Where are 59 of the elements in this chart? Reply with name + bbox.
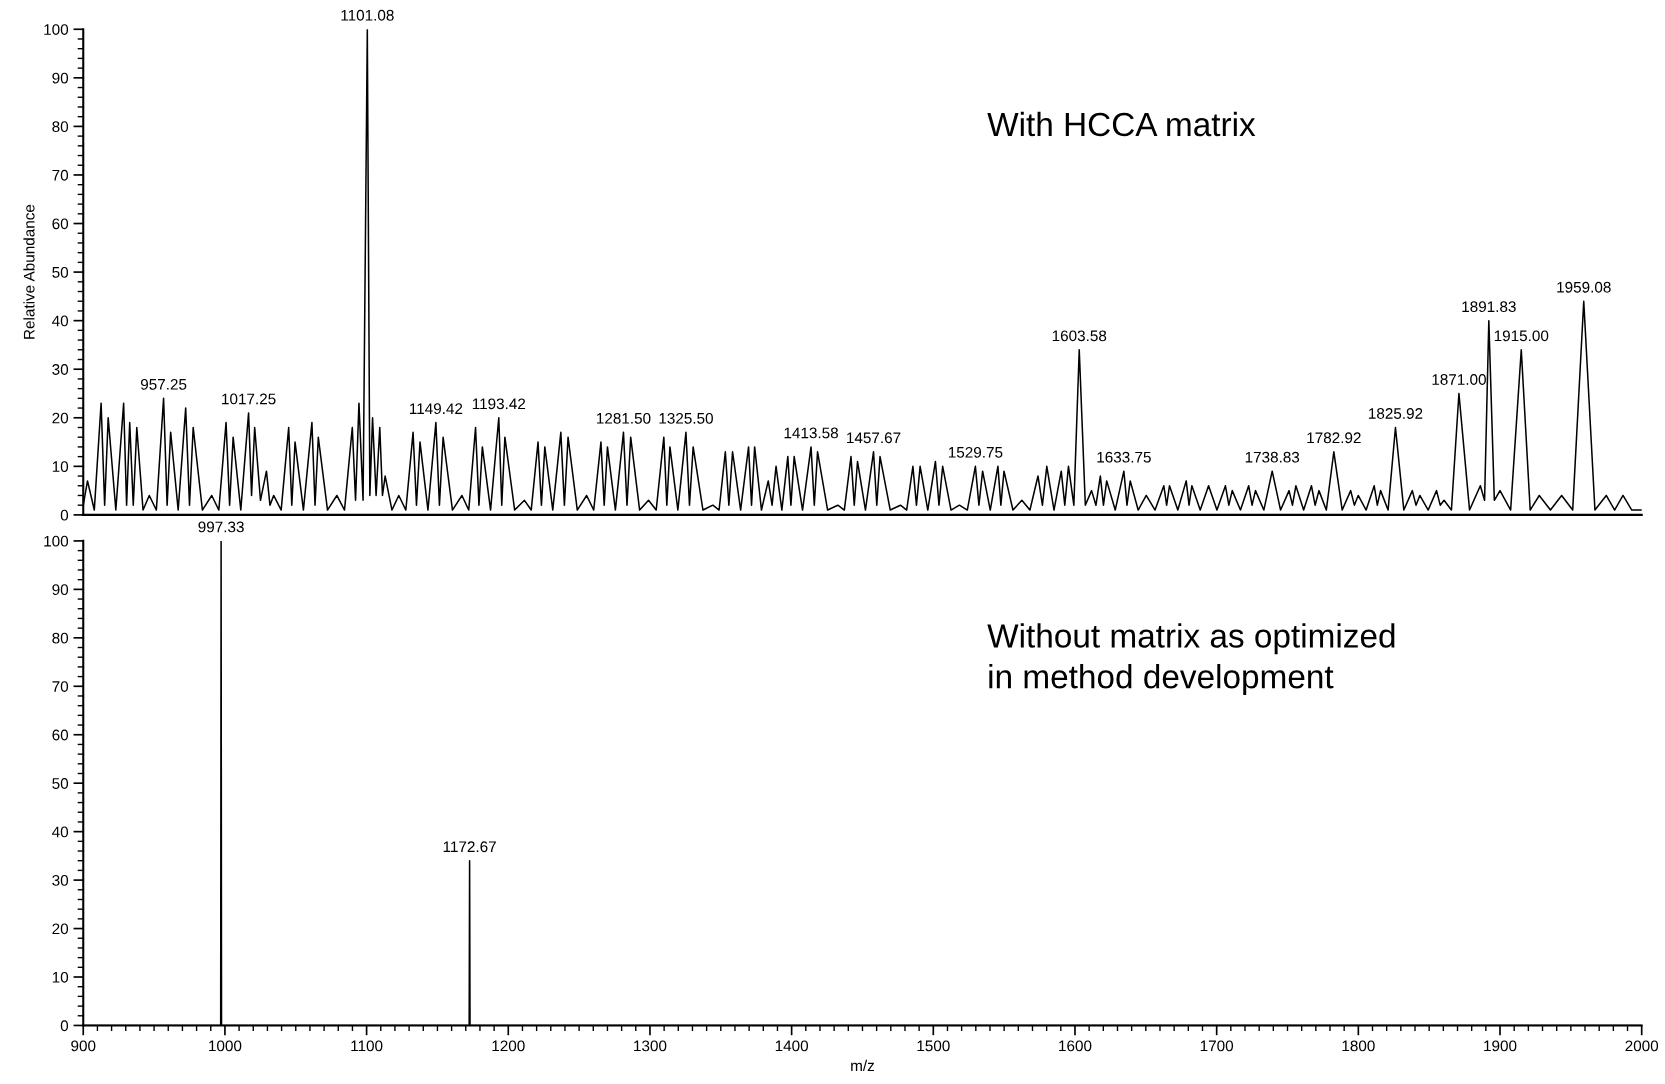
y-tick-label: 60 — [52, 218, 69, 230]
x-tick-label: 1400 — [775, 1040, 809, 1052]
y-tick-label: 50 — [52, 778, 69, 789]
y-tick-label: 0 — [60, 509, 69, 521]
y-tick-label: 80 — [52, 121, 69, 133]
x-tick-label: 900 — [71, 1040, 96, 1052]
x-tick-label: 1500 — [917, 1040, 950, 1052]
annotation: 1413.58 — [784, 427, 838, 439]
annotation: 1891.83 — [1462, 301, 1516, 313]
annotation: 1325.50 — [659, 412, 713, 424]
annotation: 1193.42 — [472, 398, 526, 410]
annotation: 1871.00 — [1432, 374, 1486, 385]
y-tick-label: 90 — [52, 584, 69, 596]
y-tick-label: 10 — [52, 971, 69, 983]
y-tick-label: 30 — [52, 364, 69, 375]
y-tick-label: 10 — [52, 461, 69, 473]
annotation: 1959.08 — [1557, 281, 1611, 293]
y-tick-label: 90 — [52, 72, 69, 84]
annotation: 1825.92 — [1369, 408, 1423, 419]
x-tick-label: 2000 — [1625, 1040, 1659, 1052]
x-tick-label: 1800 — [1342, 1040, 1375, 1052]
annotation: 1149.42 — [410, 403, 463, 415]
annotation: 1603.58 — [1052, 330, 1107, 342]
annotation: 1738.83 — [1245, 451, 1300, 463]
y-tick-label: 50 — [52, 266, 69, 278]
annotation: 1281.50 — [597, 412, 651, 424]
annotation: 1915.00 — [1494, 330, 1549, 342]
x-axis-title: m/z — [851, 1059, 875, 1072]
annotation: 1457.67 — [847, 432, 901, 444]
y-tick-label: 100 — [44, 24, 69, 35]
annotation: 1633.75 — [1097, 451, 1151, 463]
annotation: 1172.67 — [443, 841, 496, 853]
y-tick-label: 70 — [52, 681, 69, 692]
y-tick-label: 40 — [52, 315, 69, 327]
annotation: Without matrix as optimized in method development — [987, 623, 1395, 696]
y-tick-label: 70 — [52, 169, 69, 181]
y-tick-label: 40 — [52, 826, 69, 838]
annotation: 1782.92 — [1307, 432, 1361, 444]
y-tick-label: 0 — [60, 1020, 69, 1032]
annotation: 957.25 — [140, 378, 187, 390]
annotation: 1101.08 — [341, 9, 394, 21]
annotation: With HCCA matrix — [987, 111, 1256, 137]
annotation: 1529.75 — [948, 446, 1003, 458]
x-tick-label: 1200 — [492, 1040, 525, 1052]
y-tick-label: 60 — [52, 729, 69, 741]
x-tick-label: 1300 — [634, 1040, 667, 1052]
annotation: 997.33 — [198, 521, 244, 533]
annotation: 1017.25 — [222, 393, 276, 405]
y-tick-label: 30 — [52, 874, 69, 886]
x-tick-label: 1900 — [1484, 1040, 1517, 1052]
x-tick-label: 1000 — [209, 1040, 242, 1052]
x-tick-label: 1100 — [351, 1040, 383, 1052]
y-tick-label: 80 — [52, 632, 69, 644]
y-tick-label: 20 — [52, 923, 69, 935]
x-tick-label: 1700 — [1200, 1040, 1234, 1052]
x-tick-label: 1600 — [1059, 1040, 1092, 1052]
y-tick-label: 20 — [52, 412, 69, 424]
y-tick-label: 100 — [44, 535, 69, 547]
y-axis-title: Relative Abundance — [23, 204, 35, 339]
